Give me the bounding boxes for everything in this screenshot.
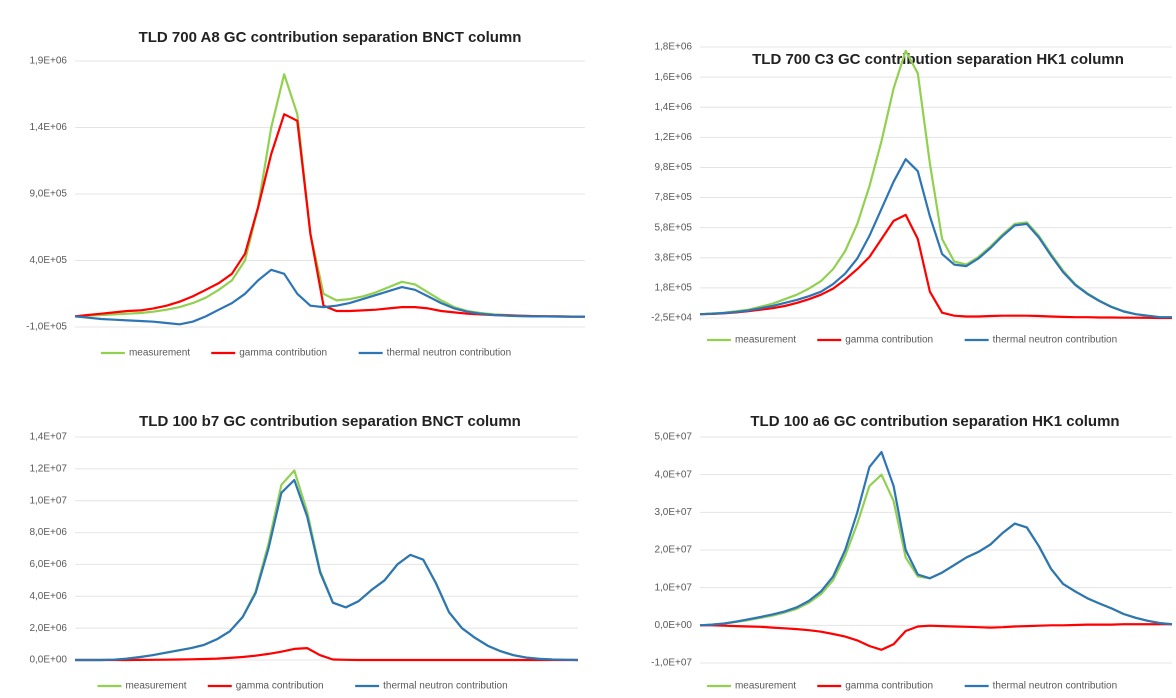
legend-label: thermal neutron contribution [383, 681, 508, 692]
legend-label: gamma contribution [239, 348, 327, 359]
y-tick-label: 7,8E+05 [654, 192, 692, 203]
legend-label: thermal neutron contribution [993, 335, 1118, 346]
chart: TLD 100 b7 GC contribution separation BN… [29, 413, 579, 692]
chart: TLD 100 a6 GC contribution separation HK… [651, 413, 1173, 692]
y-tick-label: 1,2E+06 [654, 132, 692, 143]
y-tick-label: 9,0E+05 [29, 189, 67, 200]
series-line [75, 478, 579, 662]
legend-label: measurement [735, 681, 796, 692]
y-tick-label: 2,0E+07 [654, 545, 692, 556]
y-tick-label: 3,0E+07 [654, 507, 692, 518]
series-line [700, 623, 1172, 651]
legend-label: thermal neutron contribution [993, 681, 1118, 692]
legend-label: measurement [735, 335, 796, 346]
legend-label: gamma contribution [236, 681, 324, 692]
chart: TLD 700 C3 GC contribution separation HK… [651, 42, 1172, 346]
chart-title: TLD 100 b7 GC contribution separation BN… [139, 413, 521, 430]
y-tick-label: 1,0E+07 [654, 582, 692, 593]
y-tick-label: 2,0E+06 [29, 623, 67, 634]
y-tick-label: 5,8E+05 [654, 222, 692, 233]
y-tick-label: 8,0E+06 [29, 527, 67, 538]
chart-title: TLD 700 C3 GC contribution separation HK… [752, 51, 1124, 68]
legend-label: gamma contribution [845, 335, 933, 346]
y-tick-label: -2,5E+04 [651, 313, 692, 324]
y-tick-label: 1,9E+06 [29, 56, 67, 67]
y-tick-label: 9,8E+05 [654, 162, 692, 173]
y-tick-label: 3,8E+05 [654, 252, 692, 263]
y-tick-label: -1,0E+07 [651, 658, 692, 669]
y-tick-label: 1,4E+06 [654, 102, 692, 113]
chart-title: TLD 100 a6 GC contribution separation HK… [750, 413, 1119, 430]
y-tick-label: -1,0E+05 [26, 322, 67, 333]
y-tick-label: 0,0E+00 [29, 655, 67, 666]
series-line [699, 451, 1173, 627]
y-tick-label: 1,0E+07 [29, 495, 67, 506]
y-tick-label: 6,0E+06 [29, 559, 67, 570]
legend-label: thermal neutron contribution [387, 348, 512, 359]
legend-label: gamma contribution [845, 681, 933, 692]
y-tick-label: 1,8E+05 [654, 283, 692, 294]
y-tick-label: 4,0E+06 [29, 591, 67, 602]
y-tick-label: 0,0E+00 [654, 620, 692, 631]
y-tick-label: 1,4E+07 [29, 432, 67, 443]
legend-label: measurement [129, 348, 190, 359]
chart-title: TLD 700 A8 GC contribution separation BN… [139, 29, 522, 46]
y-tick-label: 1,8E+06 [654, 42, 692, 53]
series-line [699, 213, 1172, 320]
chart: TLD 700 A8 GC contribution separation BN… [26, 29, 585, 359]
y-tick-label: 4,0E+05 [29, 255, 67, 266]
y-tick-label: 1,4E+06 [29, 122, 67, 133]
series-line [699, 158, 1172, 319]
series-line [75, 646, 578, 662]
legend-label: measurement [125, 681, 186, 692]
y-tick-label: 1,6E+06 [654, 72, 692, 83]
y-tick-label: 1,2E+07 [29, 463, 67, 474]
series-line [74, 268, 585, 326]
y-tick-label: 5,0E+07 [654, 432, 692, 443]
y-tick-label: 4,0E+07 [654, 469, 692, 480]
